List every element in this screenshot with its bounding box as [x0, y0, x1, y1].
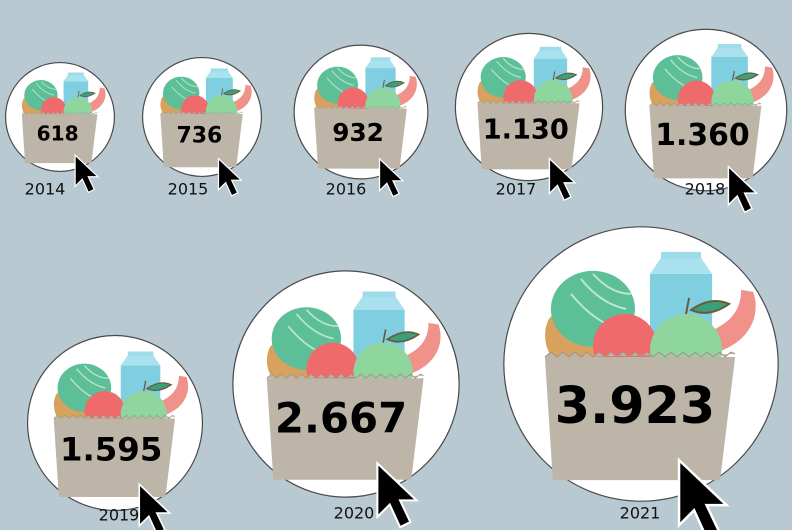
value-label: 2.667 [275, 394, 407, 443]
page: 618 2014 736 2015 932 2016 1.130 2017 1.360 2018 1… [0, 0, 792, 530]
value-label: 618 [37, 121, 79, 145]
value-label: 932 [332, 118, 384, 147]
year-label: 2021 [620, 504, 661, 523]
value-label: 1.130 [483, 115, 569, 146]
chart: 618 2014 736 2015 932 2016 1.130 2017 1.360 2018 1… [0, 0, 792, 530]
value-label: 736 [176, 124, 222, 149]
year-label: 2018 [685, 180, 726, 199]
year-label: 2020 [334, 504, 375, 523]
value-label: 1.360 [655, 118, 750, 153]
year-label: 2017 [496, 180, 537, 199]
year-label: 2016 [326, 180, 367, 199]
value-label: 3.923 [555, 376, 716, 435]
year-label: 2019 [99, 506, 140, 525]
year-label: 2015 [168, 180, 209, 199]
value-label: 1.595 [60, 431, 162, 469]
year-label: 2014 [25, 180, 66, 199]
